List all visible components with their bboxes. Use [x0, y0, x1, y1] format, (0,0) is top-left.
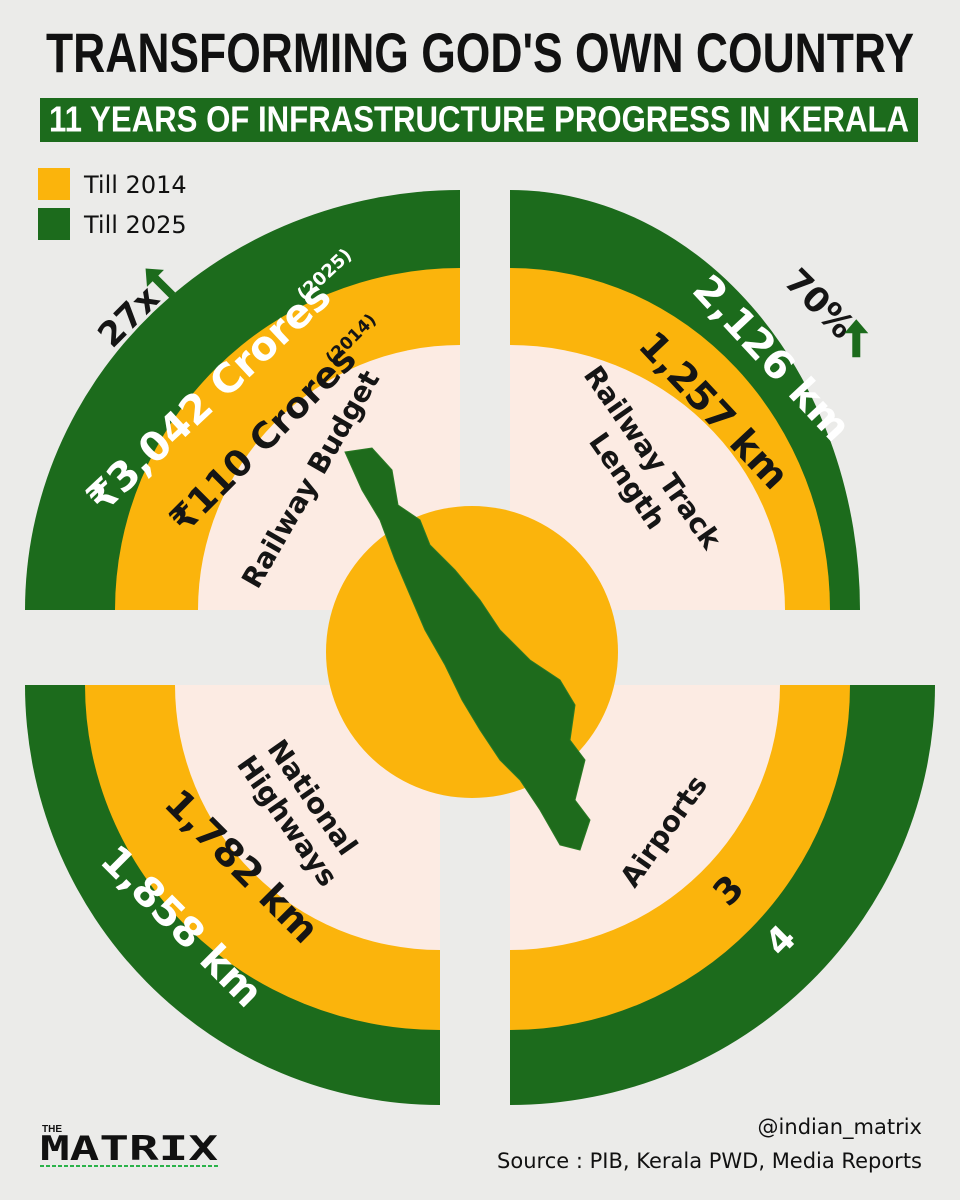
source: Source : PIB, Kerala PWD, Media Reports — [497, 1149, 922, 1173]
subtitle: 11 YEARS OF INFRASTRUCTURE PROGRESS IN K… — [49, 99, 909, 140]
title: TRANSFORMING GOD'S OWN COUNTRY — [46, 21, 914, 84]
legend-label: Till 2014 — [83, 171, 187, 199]
logo: MATRIX — [40, 1129, 219, 1169]
quadrants — [25, 190, 935, 1105]
legend-swatch — [38, 208, 70, 240]
kerala-map — [344, 447, 591, 851]
inner-sector — [510, 345, 785, 610]
up-arrow — [145, 268, 176, 299]
subtitle-bar — [40, 98, 918, 142]
logo-small: THE — [42, 1124, 62, 1135]
up-arrow — [844, 319, 869, 358]
handle: @indian_matrix — [758, 1115, 922, 1140]
legend-swatch — [38, 168, 70, 200]
legend-label: Till 2025 — [83, 211, 187, 239]
